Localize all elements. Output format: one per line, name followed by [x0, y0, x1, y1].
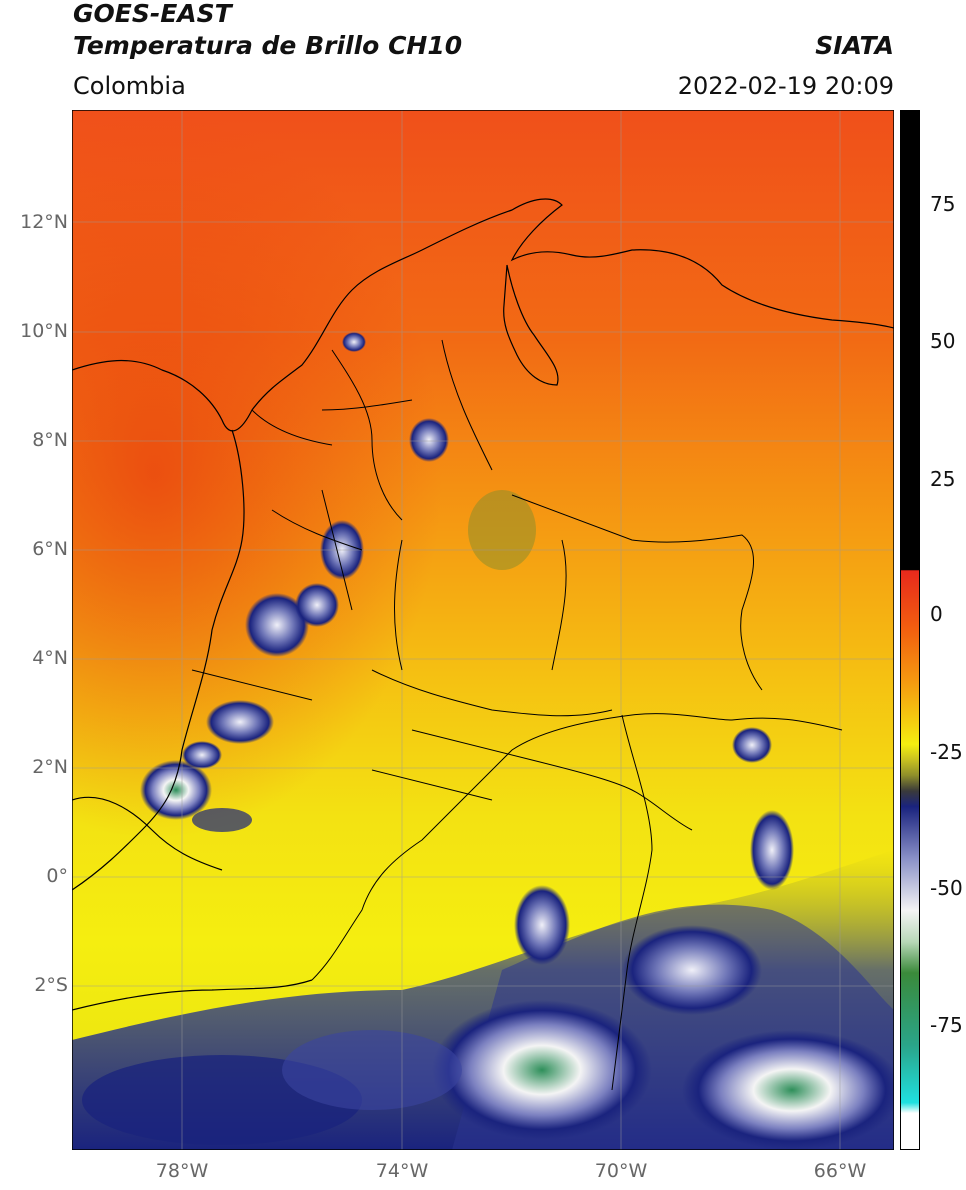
region-label: Colombia — [73, 72, 186, 100]
lon-label-74w: 74°W — [375, 1160, 429, 1182]
colorbar-tick-75: 75 — [930, 192, 956, 216]
lat-label-4n: 4°N — [32, 647, 68, 669]
colorbar-tick-minus-25: -25 — [930, 740, 963, 764]
lon-label-78w: 78°W — [155, 1160, 209, 1182]
lat-label-2n: 2°N — [32, 756, 68, 778]
lat-label-0: 0° — [46, 865, 68, 887]
brand-label: SIATA — [815, 31, 894, 60]
colorbar-tick-0: 0 — [930, 602, 943, 626]
title-line-1: GOES-EAST — [73, 0, 232, 28]
colorbar — [900, 110, 920, 1150]
lat-label-6n: 6°N — [32, 538, 68, 560]
title-line-2: Temperatura de Brillo CH10 — [73, 31, 463, 60]
colorbar-tick-25: 25 — [930, 467, 956, 491]
timestamp-label: 2022-02-19 20:09 — [677, 72, 894, 100]
satellite-map — [72, 110, 894, 1150]
lat-label-2s: 2°S — [34, 974, 68, 996]
lat-label-12n: 12°N — [20, 211, 68, 233]
lat-label-8n: 8°N — [32, 429, 68, 451]
lon-label-70w: 70°W — [594, 1160, 648, 1182]
colorbar-tick-50: 50 — [930, 329, 956, 353]
colorbar-tick-minus-75: -75 — [930, 1013, 963, 1037]
lat-label-10n: 10°N — [20, 320, 68, 342]
lon-label-66w: 66°W — [813, 1160, 867, 1182]
colorbar-tick-minus-50: -50 — [930, 876, 963, 900]
